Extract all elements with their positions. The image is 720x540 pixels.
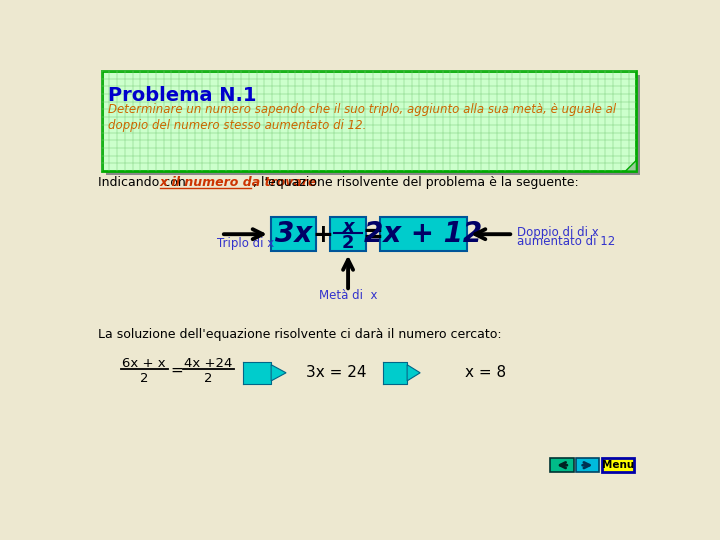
Text: Menu: Menu xyxy=(602,460,634,470)
Text: x: x xyxy=(342,218,354,235)
Text: 2x + 12: 2x + 12 xyxy=(364,220,482,248)
FancyBboxPatch shape xyxy=(576,458,599,472)
Text: doppio del numero stesso aumentato di 12.: doppio del numero stesso aumentato di 12… xyxy=(108,119,366,132)
Text: Determinare un numero sapendo che il suo triplo, aggiunto alla sua metà, è ugual: Determinare un numero sapendo che il suo… xyxy=(108,103,616,116)
Text: 2: 2 xyxy=(342,234,354,252)
Polygon shape xyxy=(407,364,420,381)
Polygon shape xyxy=(271,364,286,381)
Text: Indicando con: Indicando con xyxy=(98,177,189,190)
Text: 3x = 24: 3x = 24 xyxy=(306,365,366,380)
Text: La soluzione dell'equazione risolvente ci darà il numero cercato:: La soluzione dell'equazione risolvente c… xyxy=(98,328,501,341)
FancyBboxPatch shape xyxy=(330,217,366,251)
Polygon shape xyxy=(626,160,636,171)
Text: +: + xyxy=(312,223,333,247)
Text: 2: 2 xyxy=(204,372,213,384)
Text: Doppio di di x: Doppio di di x xyxy=(517,226,599,239)
FancyBboxPatch shape xyxy=(383,362,407,383)
Text: , l'equazione risolvente del problema è la seguente:: , l'equazione risolvente del problema è … xyxy=(253,177,578,190)
Text: Metà di  x: Metà di x xyxy=(319,289,377,302)
Text: Problema N.1: Problema N.1 xyxy=(108,86,256,105)
Text: aumentato di 12: aumentato di 12 xyxy=(517,235,616,248)
FancyBboxPatch shape xyxy=(601,458,634,472)
Text: 2: 2 xyxy=(140,372,148,384)
FancyBboxPatch shape xyxy=(106,75,640,175)
FancyBboxPatch shape xyxy=(102,71,636,171)
FancyBboxPatch shape xyxy=(271,217,316,251)
Text: x il numero da trovare: x il numero da trovare xyxy=(160,177,317,190)
Text: =: = xyxy=(171,363,183,378)
FancyBboxPatch shape xyxy=(550,458,574,472)
Text: Triplo di x: Triplo di x xyxy=(217,237,274,249)
FancyBboxPatch shape xyxy=(243,362,271,383)
Text: x = 8: x = 8 xyxy=(464,365,506,380)
Text: 4x +24: 4x +24 xyxy=(184,357,233,370)
Text: 3x: 3x xyxy=(275,220,312,248)
Text: =: = xyxy=(362,223,383,247)
Text: 6x + x: 6x + x xyxy=(122,357,166,370)
FancyBboxPatch shape xyxy=(380,217,467,251)
